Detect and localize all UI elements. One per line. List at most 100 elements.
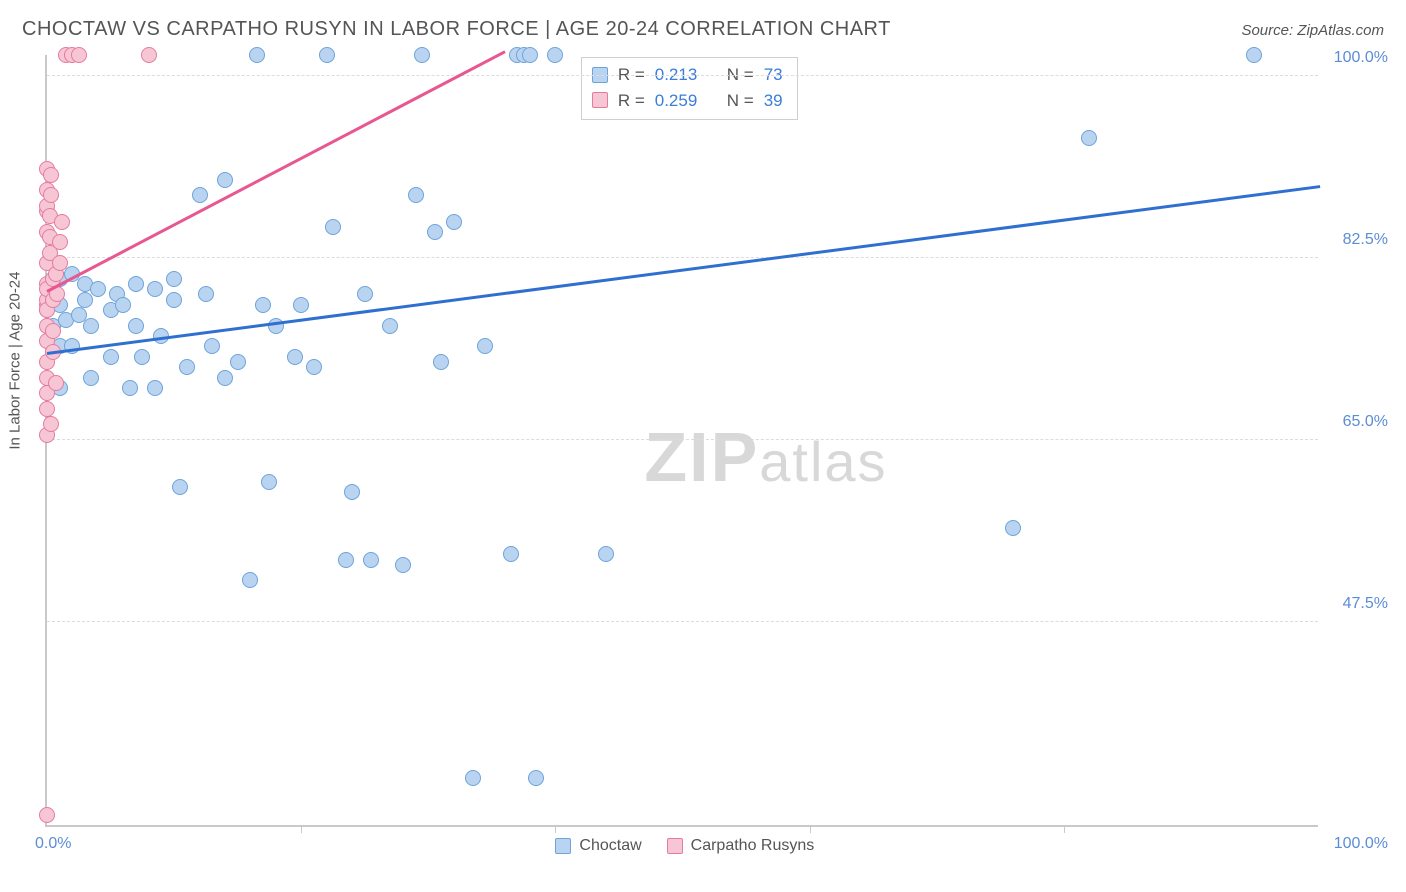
choctaw-point [134,349,150,365]
carpatho-point [39,807,55,823]
choctaw-point [83,318,99,334]
carpatho-point [141,47,157,63]
carpatho-swatch [592,92,608,108]
choctaw-point [249,47,265,63]
carpatho-point [43,187,59,203]
carpatho-point [48,375,64,391]
y-tick-label: 82.5% [1343,231,1388,249]
choctaw-point [115,297,131,313]
choctaw-point [217,172,233,188]
y-tick-label: 47.5% [1343,595,1388,613]
carpatho-point [39,401,55,417]
plot-area: ZIPatlas R = 0.213 N = 73R = 0.259 N = 3… [45,55,1318,827]
choctaw-point [287,349,303,365]
x-tick-mark [810,825,811,833]
legend-label: Choctaw [579,837,641,855]
choctaw-point [319,47,335,63]
n-value: 39 [764,88,783,114]
choctaw-point [414,47,430,63]
choctaw-swatch [555,838,571,854]
choctaw-point [147,380,163,396]
legend-label: Carpatho Rusyns [691,837,815,855]
watermark-bold: ZIP [644,418,759,496]
choctaw-point [122,380,138,396]
choctaw-point [306,359,322,375]
choctaw-point [477,338,493,354]
chart-title: CHOCTAW VS CARPATHO RUSYN IN LABOR FORCE… [22,18,891,41]
legend-item-carpatho: Carpatho Rusyns [667,837,815,855]
carpatho-swatch [667,838,683,854]
choctaw-trend-line [47,185,1320,355]
choctaw-point [547,47,563,63]
choctaw-point [83,370,99,386]
watermark: ZIPatlas [644,417,887,497]
carpatho-point [71,47,87,63]
bottom-legend: Choctaw Carpatho Rusyns [555,837,814,855]
choctaw-point [465,770,481,786]
y-tick-label: 65.0% [1343,413,1388,431]
choctaw-point [344,484,360,500]
x-tick-mark [1064,825,1065,833]
r-label: R = [618,88,645,114]
legend-item-choctaw: Choctaw [555,837,641,855]
choctaw-point [166,271,182,287]
y-tick-label: 100.0% [1334,49,1388,67]
choctaw-point [1081,130,1097,146]
x-axis-max-label: 100.0% [1334,835,1388,853]
title-bar: CHOCTAW VS CARPATHO RUSYN IN LABOR FORCE… [22,18,1384,41]
x-tick-mark [301,825,302,833]
carpatho-point [52,255,68,271]
choctaw-point [128,318,144,334]
choctaw-point [204,338,220,354]
choctaw-point [198,286,214,302]
choctaw-point [598,546,614,562]
choctaw-point [172,479,188,495]
grid-line [47,75,1318,76]
grid-line [47,439,1318,440]
grid-line [47,257,1318,258]
choctaw-point [242,572,258,588]
choctaw-point [408,187,424,203]
choctaw-point [255,297,271,313]
choctaw-point [357,286,373,302]
grid-line [47,621,1318,622]
choctaw-point [427,224,443,240]
choctaw-point [179,359,195,375]
choctaw-point [1005,520,1021,536]
choctaw-point [522,47,538,63]
choctaw-point [1246,47,1262,63]
legend-stats-row-carpatho: R = 0.259 N = 39 [592,88,783,114]
choctaw-point [325,219,341,235]
x-axis-min-label: 0.0% [35,835,71,853]
choctaw-point [528,770,544,786]
legend-stats-box: R = 0.213 N = 73R = 0.259 N = 39 [581,57,798,120]
x-tick-mark [555,825,556,833]
carpatho-point [43,416,59,432]
choctaw-point [261,474,277,490]
y-axis-label: In Labor Force | Age 20-24 [7,271,24,449]
choctaw-point [103,349,119,365]
n-label: N = [727,88,754,114]
choctaw-point [90,281,106,297]
choctaw-point [446,214,462,230]
choctaw-point [503,546,519,562]
r-value: 0.259 [655,88,698,114]
choctaw-point [293,297,309,313]
choctaw-point [217,370,233,386]
carpatho-point [52,234,68,250]
choctaw-point [363,552,379,568]
carpatho-point [43,167,59,183]
choctaw-point [395,557,411,573]
choctaw-point [128,276,144,292]
choctaw-point [382,318,398,334]
choctaw-point [192,187,208,203]
choctaw-point [338,552,354,568]
source-label: Source: ZipAtlas.com [1241,22,1384,39]
carpatho-point [45,323,61,339]
plot-wrap: In Labor Force | Age 20-24 ZIPatlas R = … [45,55,1396,862]
choctaw-point [166,292,182,308]
choctaw-point [433,354,449,370]
choctaw-point [147,281,163,297]
carpatho-point [54,214,70,230]
choctaw-point [230,354,246,370]
